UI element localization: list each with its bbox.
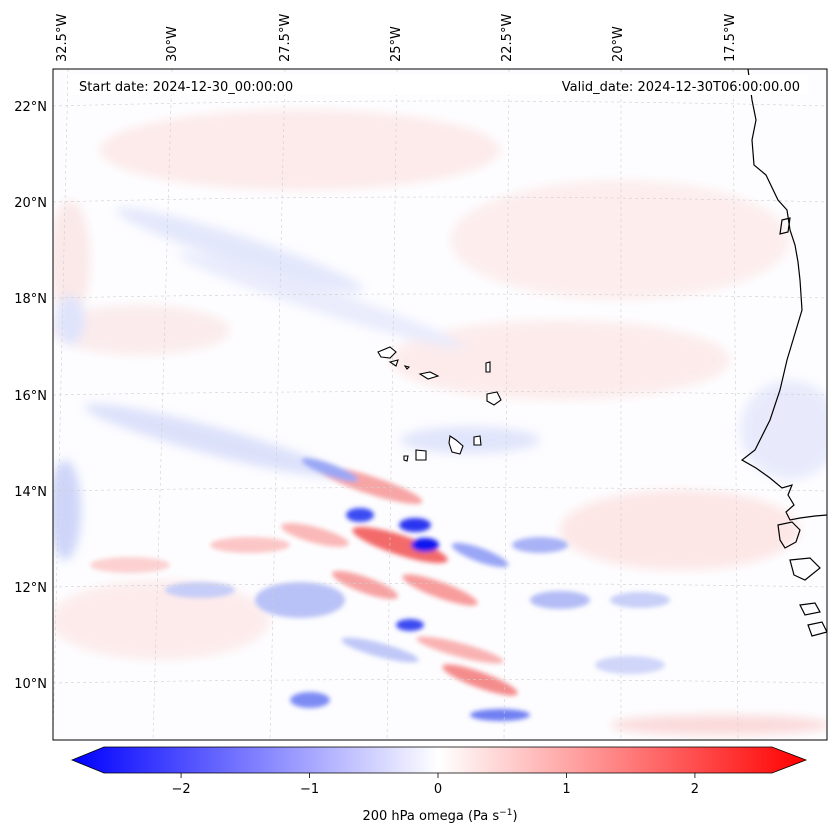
colorbar-tick-label: 0 bbox=[434, 782, 442, 797]
lon-label-27-5w: 27.5°W bbox=[278, 14, 293, 62]
colorbar-bar bbox=[70, 746, 808, 774]
lat-label-18n: 18°N bbox=[14, 292, 47, 307]
cape-verde-islands bbox=[377, 346, 502, 462]
longitude-labels: 32.5°W 30°W 27.5°W 25°W 22.5°W 20°W 17.5… bbox=[55, 14, 738, 62]
start-date-label: Start date: 2024-12-30_00:00:00 bbox=[79, 80, 293, 95]
lon-label-20w: 20°W bbox=[611, 26, 626, 62]
colorbar-label: 200 hPa omega (Pa s−1) bbox=[362, 808, 517, 824]
colorbar-ticks: −2 −1 0 1 2 bbox=[171, 773, 699, 797]
colorbar-tick-label: −1 bbox=[300, 782, 319, 797]
lon-label-32-5w: 32.5°W bbox=[55, 14, 70, 62]
colorbar-tick-label: 1 bbox=[562, 782, 570, 797]
lat-label-12n: 12°N bbox=[14, 581, 47, 596]
lon-label-17-5w: 17.5°W bbox=[723, 14, 738, 62]
lat-label-16n: 16°N bbox=[14, 389, 47, 404]
valid-date-label: Valid_date: 2024-12-30T06:00:00.00 bbox=[562, 80, 800, 95]
lat-label-10n: 10°N bbox=[14, 677, 47, 692]
latitude-labels: 22°N 20°N 18°N 16°N 14°N 12°N 10°N bbox=[14, 100, 47, 692]
colorbar: −2 −1 0 1 2 200 hPa omega (Pa s−1) bbox=[70, 746, 808, 824]
lat-label-20n: 20°N bbox=[14, 196, 47, 211]
colorbar-tick-label: −2 bbox=[171, 782, 190, 797]
lon-label-30w: 30°W bbox=[165, 26, 180, 62]
lon-label-25w: 25°W bbox=[389, 26, 404, 62]
map-panel: Start date: 2024-12-30_00:00:00 Valid_da… bbox=[14, 14, 828, 741]
graticule bbox=[53, 69, 827, 740]
map-frame bbox=[52, 68, 828, 741]
omega-field bbox=[53, 69, 827, 740]
coastlines bbox=[740, 69, 827, 637]
lon-label-22-5w: 22.5°W bbox=[500, 14, 515, 62]
lat-label-22n: 22°N bbox=[14, 100, 47, 115]
colorbar-tick-label: 2 bbox=[691, 782, 699, 797]
info-strip bbox=[68, 75, 808, 95]
lat-label-14n: 14°N bbox=[14, 485, 47, 500]
